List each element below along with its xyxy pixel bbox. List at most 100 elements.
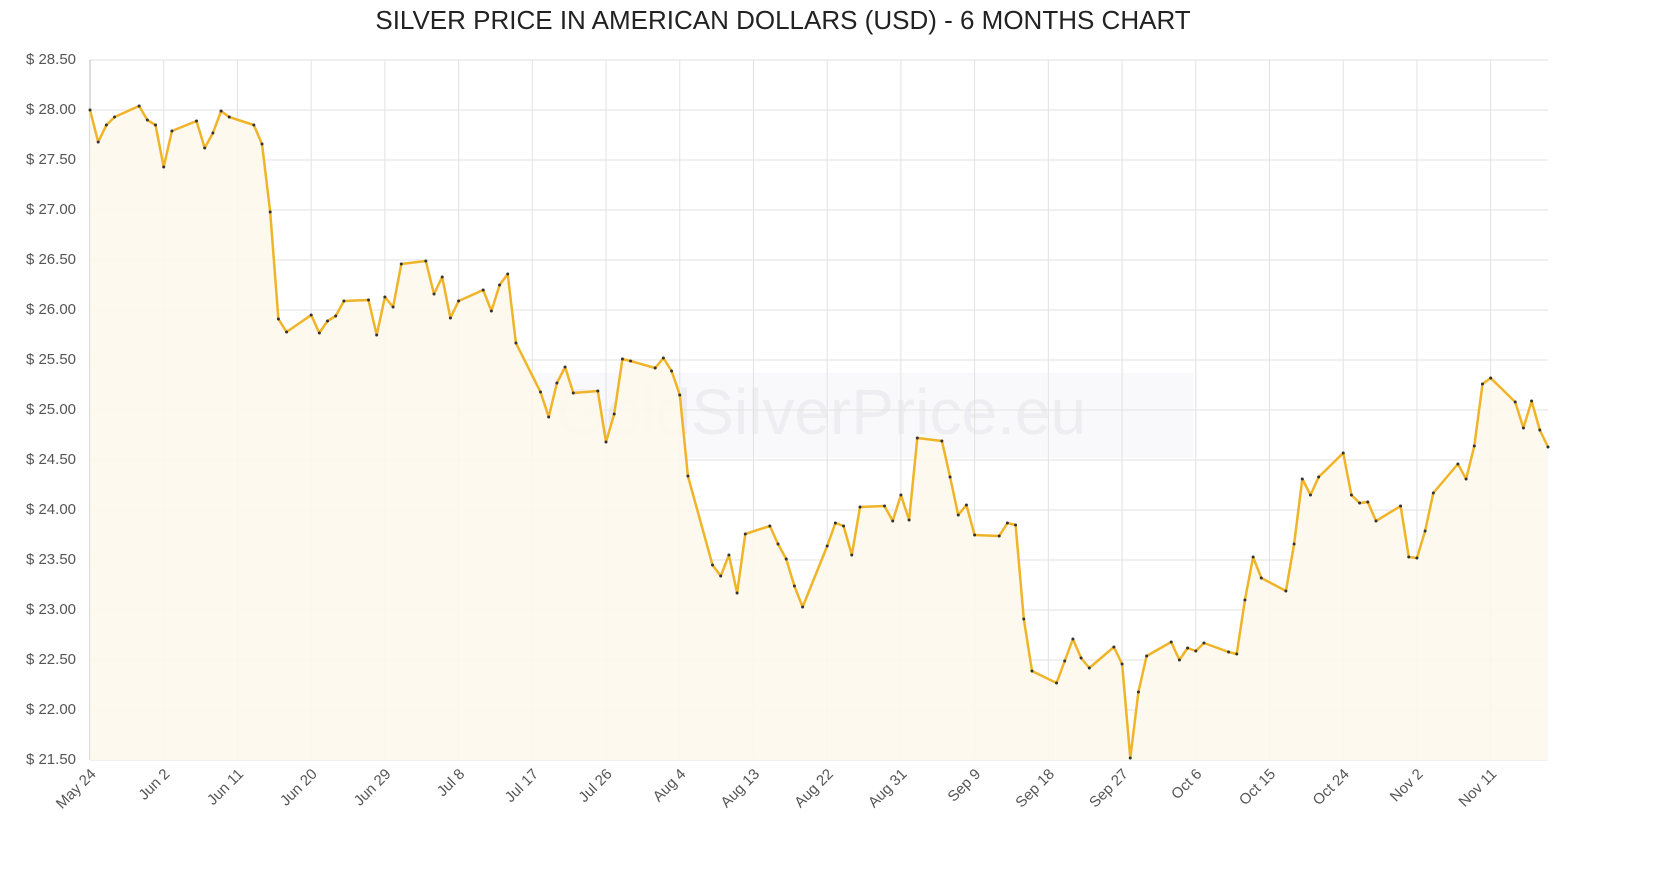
y-tick-label: $ 23.50: [26, 551, 76, 568]
point: [1366, 500, 1370, 504]
point: [227, 115, 231, 119]
point: [1480, 382, 1484, 386]
x-tick-label: Jun 11: [204, 766, 247, 809]
y-tick-label: $ 25.00: [26, 401, 76, 418]
point: [1055, 681, 1059, 685]
point: [964, 503, 968, 507]
x-tick-label: May 24: [53, 766, 100, 813]
point: [1145, 654, 1149, 658]
point: [801, 605, 805, 609]
x-tick-label: Jun 20: [277, 766, 321, 810]
y-tick-label: $ 22.00: [26, 701, 76, 718]
x-tick-label: Jul 8: [434, 766, 468, 800]
point: [711, 563, 715, 567]
point: [211, 131, 215, 135]
point: [612, 412, 616, 416]
point: [547, 415, 551, 419]
point: [1120, 662, 1124, 666]
point: [1431, 491, 1435, 495]
point: [1194, 649, 1198, 653]
point: [1284, 589, 1288, 593]
point: [326, 319, 330, 323]
point: [891, 519, 895, 523]
point: [727, 553, 731, 557]
y-tick-label: $ 22.50: [26, 651, 76, 668]
point: [940, 439, 944, 443]
point: [620, 357, 624, 361]
point: [833, 521, 837, 525]
point: [1407, 555, 1411, 559]
point: [285, 330, 289, 334]
point: [1235, 652, 1239, 656]
chart-title: SILVER PRICE IN AMERICAN DOLLARS (USD) -…: [375, 5, 1190, 35]
point: [154, 123, 158, 127]
point: [498, 283, 502, 287]
y-tick-label: $ 25.50: [26, 351, 76, 368]
point: [514, 341, 518, 345]
y-tick-label: $ 26.00: [26, 301, 76, 318]
point: [555, 381, 559, 385]
point: [432, 292, 436, 296]
point: [1186, 646, 1190, 650]
area: [90, 106, 1548, 760]
point: [252, 123, 256, 127]
point: [1030, 669, 1034, 673]
point: [858, 505, 862, 509]
point: [96, 140, 100, 144]
point: [113, 115, 117, 119]
point: [1005, 521, 1009, 525]
point: [1259, 576, 1263, 580]
point: [776, 542, 780, 546]
point: [850, 553, 854, 557]
point: [629, 359, 633, 363]
point: [399, 262, 403, 266]
point: [1489, 376, 1493, 380]
point: [719, 574, 723, 578]
point: [1317, 475, 1321, 479]
point: [1251, 555, 1255, 559]
point: [391, 305, 395, 309]
point: [268, 210, 272, 214]
point: [1112, 645, 1116, 649]
x-tick-label: Aug 22: [791, 766, 837, 812]
x-tick-label: Sep 27: [1086, 766, 1132, 812]
point: [735, 591, 739, 595]
point: [653, 366, 657, 370]
point: [1546, 445, 1550, 449]
point: [563, 365, 567, 369]
point: [1063, 659, 1067, 663]
point: [145, 118, 149, 122]
x-tick-label: Aug 4: [650, 766, 690, 806]
point: [1358, 501, 1362, 505]
point: [1399, 504, 1403, 508]
x-tick-label: Sep 18: [1012, 766, 1058, 812]
point: [1513, 400, 1517, 404]
point: [424, 259, 428, 263]
point: [1415, 556, 1419, 560]
point: [1538, 428, 1542, 432]
point: [678, 393, 682, 397]
point: [956, 513, 960, 517]
point: [997, 534, 1001, 538]
point: [1071, 637, 1075, 641]
point: [743, 532, 747, 536]
y-tick-label: $ 21.50: [26, 751, 76, 768]
y-tick-label: $ 27.00: [26, 201, 76, 218]
y-tick-label: $ 28.50: [26, 51, 76, 68]
y-tick-label: $ 23.00: [26, 601, 76, 618]
x-tick-label: Oct 24: [1310, 766, 1353, 809]
x-tick-label: Nov 2: [1387, 766, 1427, 806]
point: [219, 109, 223, 113]
x-tick-label: Aug 13: [717, 766, 763, 812]
point: [596, 389, 600, 393]
point: [260, 142, 264, 146]
point: [1177, 658, 1181, 662]
point: [489, 309, 493, 313]
point: [162, 165, 166, 169]
point: [571, 391, 575, 395]
point: [915, 436, 919, 440]
point: [686, 474, 690, 478]
point: [375, 333, 379, 337]
point: [670, 369, 674, 373]
